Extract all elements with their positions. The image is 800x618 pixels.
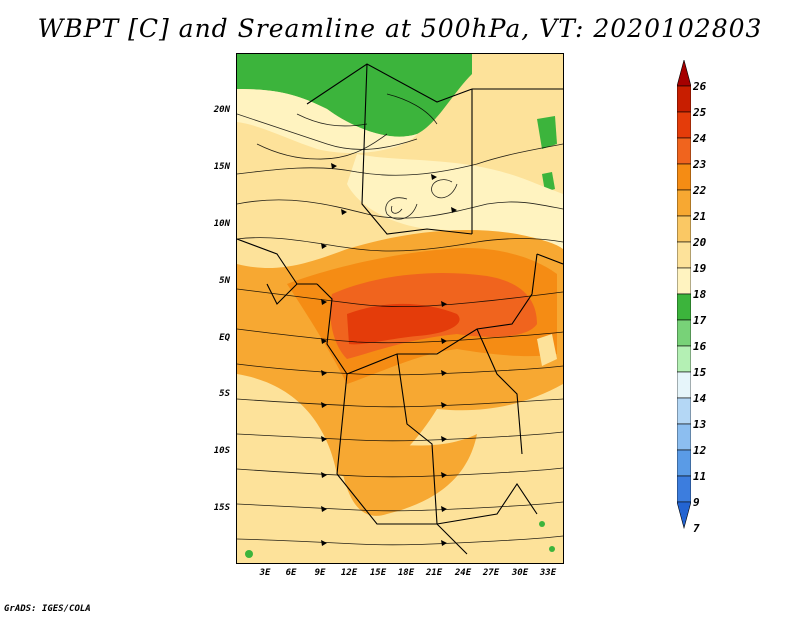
colorbar-cell <box>677 345 691 373</box>
colorbar-label: 20 <box>693 236 707 249</box>
colorbar-label: 15 <box>693 366 707 379</box>
colorbar-label: 16 <box>693 340 707 353</box>
colorbar-cell <box>677 449 691 477</box>
colorbar-label: 12 <box>693 444 707 457</box>
colorbar-cell <box>677 319 691 347</box>
colorbar-cell <box>677 60 691 87</box>
colorbar-label: 13 <box>693 418 707 431</box>
grads-credit: GrADS: IGES/COLA <box>4 604 91 614</box>
lat-label-10s: 10S <box>213 446 230 456</box>
lon-label-33e: 33E <box>539 568 557 578</box>
lon-label-27e: 27E <box>482 568 500 578</box>
wbpt-field-map <box>237 54 563 563</box>
map-title: WBPT [C] and Sreamline at 500hPa, VT: 20… <box>37 14 763 43</box>
lat-label-15n: 15N <box>213 162 230 172</box>
colorbar-label: 26 <box>693 80 707 93</box>
lon-label-3e: 3E <box>259 568 271 578</box>
lon-label-12e: 12E <box>340 568 358 578</box>
colorbar-label: 19 <box>693 262 707 275</box>
colorbar-label: 18 <box>693 288 707 301</box>
colorbar-cell <box>677 267 691 295</box>
lat-label-10n: 10N <box>213 219 230 229</box>
lon-label-24e: 24E <box>454 568 472 578</box>
map-panel <box>236 53 564 564</box>
colorbar-cell <box>677 163 691 191</box>
colorbar-cell <box>677 85 691 113</box>
colorbar-cell <box>677 475 691 503</box>
colorbar-label: 17 <box>693 314 707 327</box>
colorbar-cell <box>677 111 691 139</box>
colorbar-label: 7 <box>693 522 700 535</box>
lat-label-eq: EQ <box>219 333 230 343</box>
lat-label-15s: 15S <box>213 503 230 513</box>
colorbar-label: 21 <box>693 210 707 223</box>
colorbar-cell <box>677 293 691 321</box>
colorbar-label: 11 <box>693 470 707 483</box>
lat-label-5s: 5S <box>219 389 230 399</box>
colorbar-cell <box>677 397 691 425</box>
colorbar-label: 14 <box>693 392 707 405</box>
colorbar-cell <box>677 241 691 269</box>
colorbar-label: 25 <box>693 106 707 119</box>
colorbar-cell <box>677 423 691 451</box>
lon-label-9e: 9E <box>314 568 326 578</box>
colorbar-label: 9 <box>693 496 700 509</box>
colorbar <box>677 60 691 530</box>
colorbar-label: 24 <box>693 132 707 145</box>
lat-label-5n: 5N <box>219 276 230 286</box>
lon-label-21e: 21E <box>425 568 443 578</box>
colorbar-cell <box>677 501 691 530</box>
colorbar-label: 22 <box>693 184 707 197</box>
lon-label-15e: 15E <box>369 568 387 578</box>
colorbar-cell <box>677 215 691 243</box>
colorbar-label: 23 <box>693 158 707 171</box>
lon-label-6e: 6E <box>285 568 297 578</box>
lat-label-20n: 20N <box>213 105 230 115</box>
colorbar-cell <box>677 137 691 165</box>
lon-label-30e: 30E <box>511 568 529 578</box>
colorbar-cell <box>677 371 691 399</box>
lon-label-18e: 18E <box>397 568 415 578</box>
colorbar-cell <box>677 189 691 217</box>
